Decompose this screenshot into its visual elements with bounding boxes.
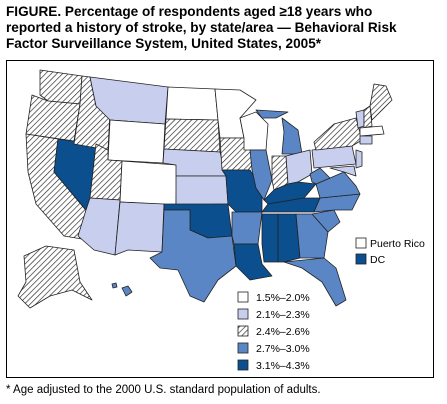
map-frame [6,60,434,378]
figure-title: FIGURE. Percentage of respondents aged ≥… [6,4,442,52]
state-michigan [281,117,303,155]
state-washington [39,69,83,105]
legend-swatch-2 [237,308,249,320]
state-alaska [17,245,93,309]
legend-swatch-4 [237,342,249,354]
puerto-rico-label: Puerto Rico [370,238,425,250]
state-maryland [329,165,357,177]
legend-swatch-5 [237,359,249,371]
inset-legend: Puerto Rico DC [355,237,425,266]
state-louisiana [233,243,273,281]
state-south-carolina [311,209,341,233]
state-tennessee [261,197,321,213]
state-michigan-up [255,109,289,119]
state-south-dakota [163,118,221,153]
dc-label: DC [370,254,386,266]
title-line-2: reported a history of stroke, by state/a… [6,20,397,35]
state-kansas [175,175,229,206]
state-new-york [313,117,363,151]
state-ohio [285,149,313,185]
dc-swatch [355,253,367,265]
state-hawaii-islet [111,282,118,289]
state-georgia [295,213,329,259]
state-texas [149,209,237,303]
state-hawaii [121,285,133,297]
legend-swatch-1 [237,291,249,303]
legend-label-2: 2.1%–2.3% [256,309,310,321]
state-massachusetts [359,125,385,137]
state-north-carolina [313,193,361,213]
footnote: * Age adjusted to the 2000 U.S. standard… [6,384,321,396]
state-maine [369,83,393,121]
category-legend: 1.5%–2.0% 2.1%–2.3% 2.4%–2.6% 2.7%–3.0% … [237,291,310,372]
state-north-dakota [165,86,219,121]
legend-label-4: 2.7%–3.0% [256,343,310,355]
state-wyoming [107,119,166,164]
state-connecticut [359,135,373,145]
legend-label-5: 3.1%–4.3% [256,360,310,372]
state-new-mexico [114,201,165,256]
state-mississippi [261,213,279,263]
state-arizona [77,197,121,256]
legend-label-1: 1.5%–2.0% [256,292,310,304]
state-new-jersey [355,149,363,169]
state-new-hampshire [363,105,373,129]
state-colorado [119,160,178,206]
state-alabama [277,213,301,263]
puerto-rico-swatch [355,237,367,249]
title-line-3: Factor Surveillance System, United State… [6,36,322,51]
state-arkansas [231,211,263,245]
state-florida [283,257,347,307]
legend-label-3: 2.4%–2.6% [256,326,310,338]
title-line-1: FIGURE. Percentage of respondents aged ≥… [6,4,373,19]
legend-swatch-3 [237,325,249,337]
state-west-virginia [309,167,331,185]
